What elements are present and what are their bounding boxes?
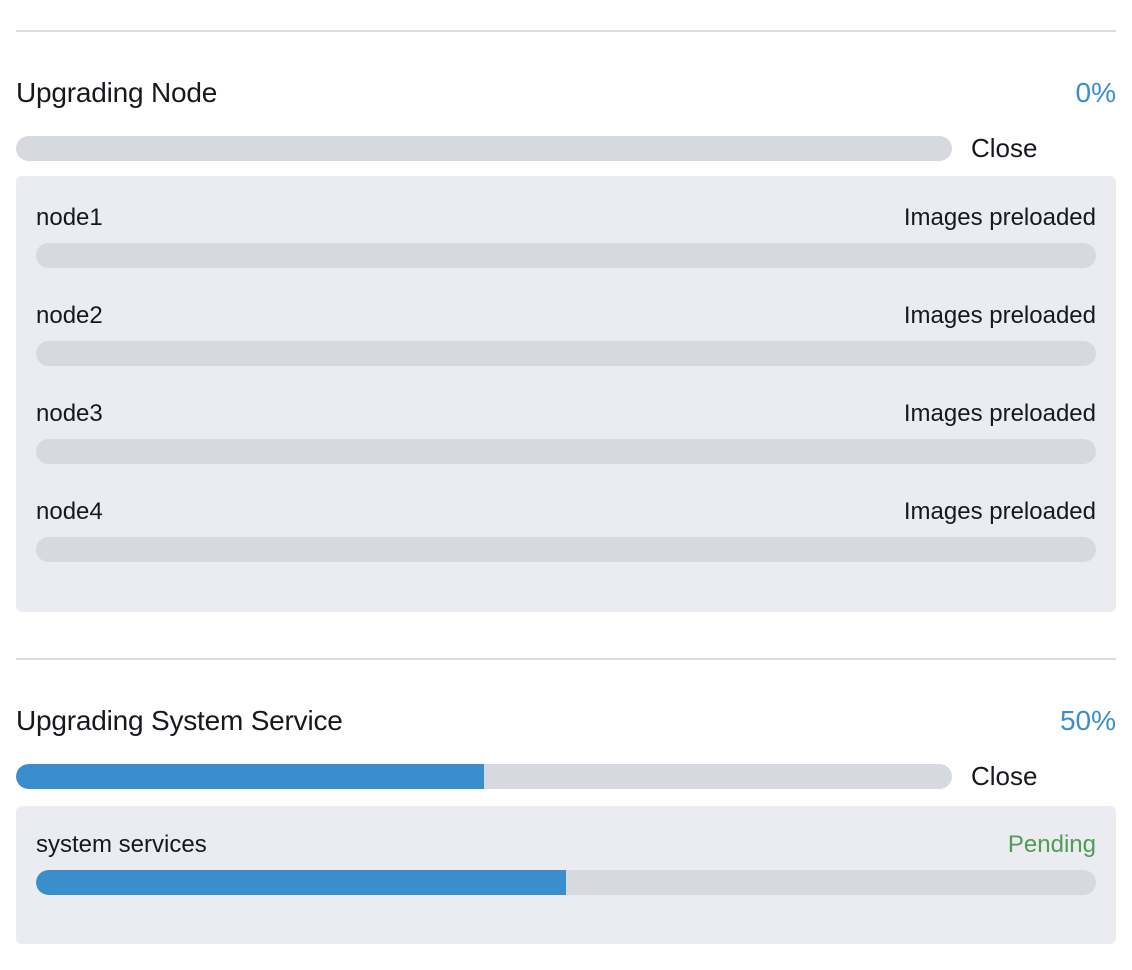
item-progressbar	[36, 870, 1096, 895]
progress-item: system services Pending	[36, 830, 1096, 895]
section-divider	[16, 30, 1116, 32]
close-button[interactable]: Close	[971, 133, 1038, 163]
item-status: Pending	[1007, 831, 1096, 858]
node-list-panel: node1 Images preloaded node2 Images preload…	[16, 176, 1116, 612]
section-progress-row: Close	[16, 133, 1116, 163]
progress-item-header: system services Pending	[36, 830, 1096, 860]
item-status: Images preloaded	[903, 204, 1096, 231]
item-name: node1	[36, 204, 103, 231]
item-status: Images preloaded	[903, 302, 1096, 329]
close-button[interactable]: Close	[971, 761, 1038, 791]
progress-item: node4 Images preloaded	[36, 497, 1096, 562]
item-name: node4	[36, 498, 103, 525]
section-header: Upgrading System Service 50%	[16, 704, 1116, 738]
section-progressbar-fill	[16, 763, 484, 789]
item-name: node3	[36, 400, 103, 427]
item-name: system services	[36, 831, 207, 858]
section-title: Upgrading System Service	[16, 705, 343, 736]
section-divider	[16, 658, 1116, 660]
item-name: node2	[36, 302, 103, 329]
item-status: Images preloaded	[903, 400, 1096, 427]
progress-item: node2 Images preloaded	[36, 301, 1096, 366]
item-progressbar	[36, 537, 1096, 562]
section-upgrading-system-service: Upgrading System Service 50% Close syste…	[16, 704, 1116, 944]
section-progress-row: Close	[16, 761, 1116, 791]
progress-item: node3 Images preloaded	[36, 399, 1096, 464]
progress-item-header: node1 Images preloaded	[36, 203, 1096, 233]
item-progressbar	[36, 341, 1096, 366]
item-progressbar	[36, 243, 1096, 268]
progress-item-header: node4 Images preloaded	[36, 497, 1096, 527]
section-title: Upgrading Node	[16, 77, 218, 108]
item-status: Images preloaded	[903, 498, 1096, 525]
section-upgrading-node: Upgrading Node 0% Close node1 Images prel…	[16, 76, 1116, 612]
progress-item-header: node3 Images preloaded	[36, 399, 1096, 429]
service-list-panel: system services Pending	[16, 806, 1116, 944]
section-percent: 0%	[1075, 77, 1116, 108]
section-header: Upgrading Node 0%	[16, 76, 1116, 110]
section-percent: 50%	[1059, 705, 1116, 736]
item-progressbar	[36, 439, 1096, 464]
item-progressbar-fill	[36, 870, 566, 895]
progress-item: node1 Images preloaded	[36, 203, 1096, 268]
section-progressbar	[16, 135, 952, 161]
progress-item-header: node2 Images preloaded	[36, 301, 1096, 331]
upgrade-progress-view: Upgrading Node 0% Close node1 Images prel…	[0, 30, 1132, 944]
section-progressbar	[16, 763, 952, 789]
